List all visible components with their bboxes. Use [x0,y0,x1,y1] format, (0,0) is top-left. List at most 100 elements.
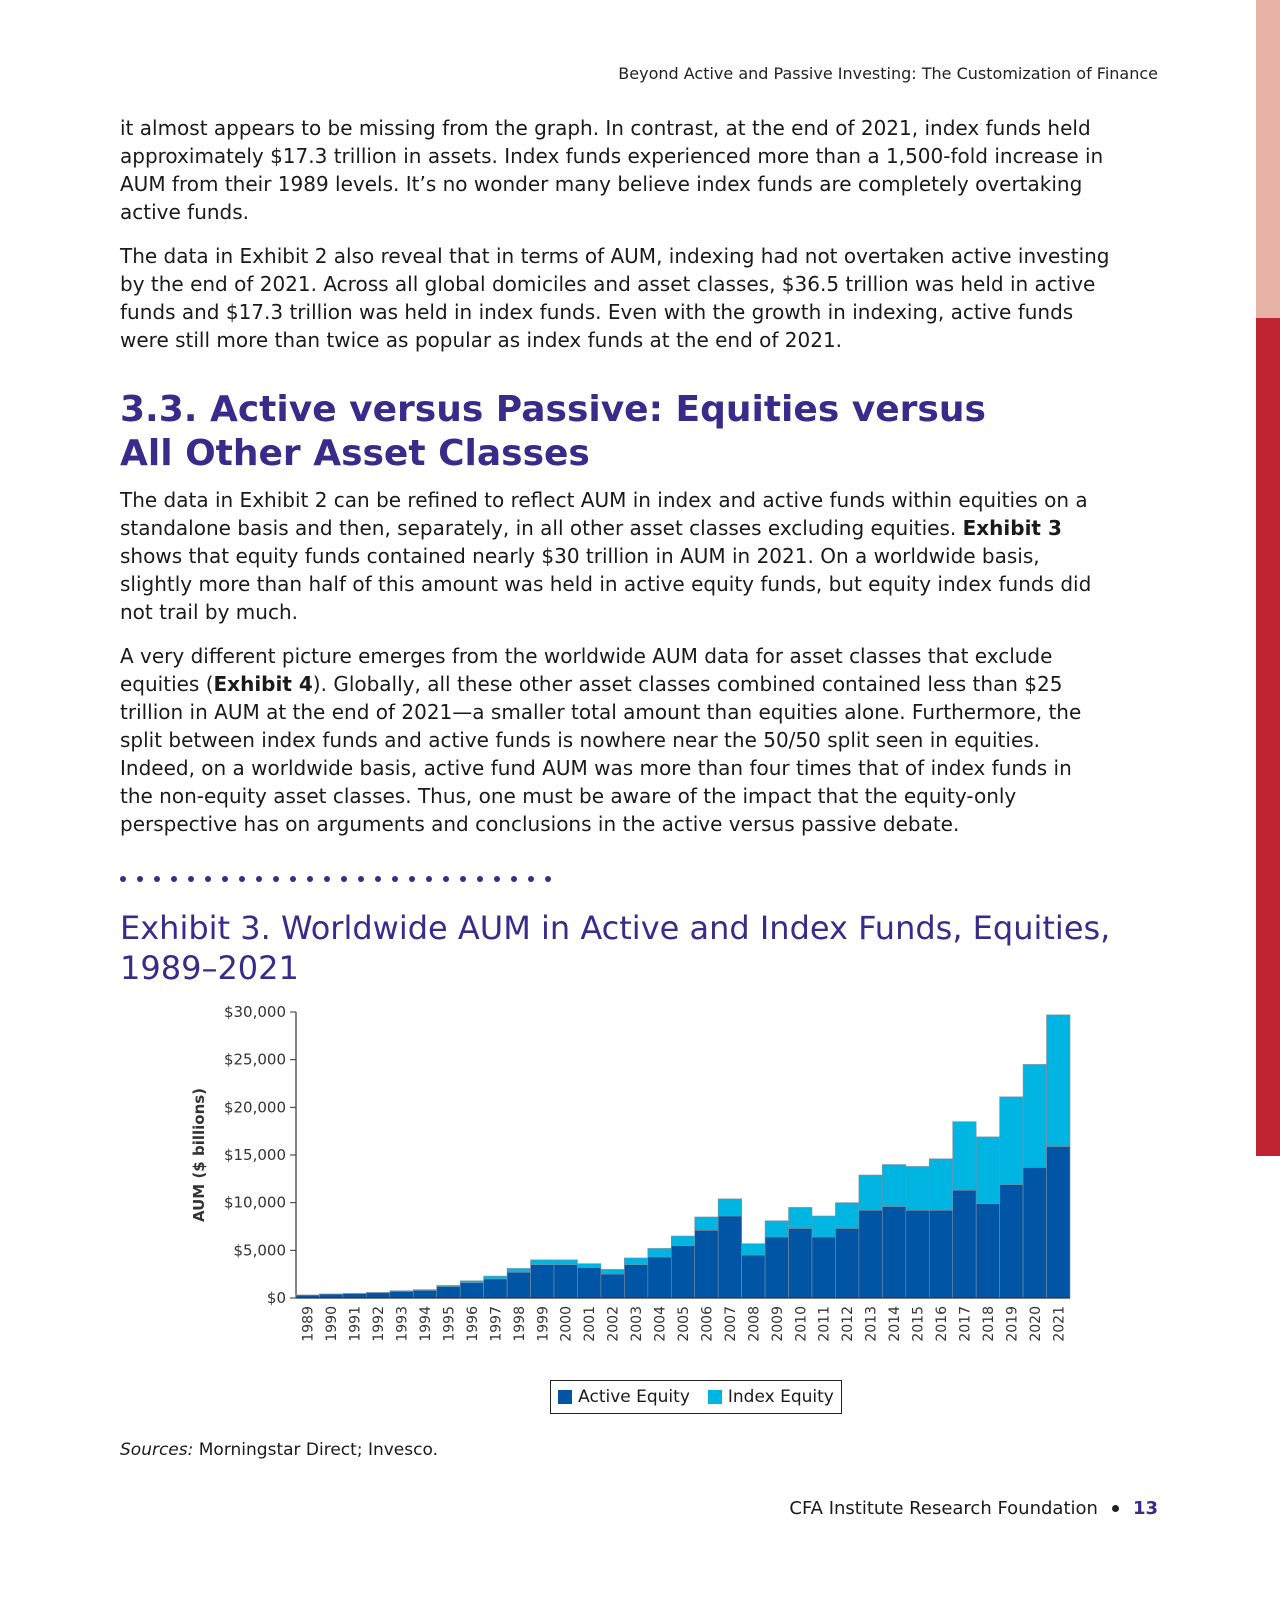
bar-index-equity [788,1207,813,1229]
bar-active-equity [811,1236,836,1299]
paragraph-3-text-a: The data in Exhibit 2 can be refined to … [120,488,1088,540]
divider-dot [137,876,143,882]
divider-dot [511,876,517,882]
bar-index-equity [412,1289,438,1291]
x-tick-label: 2013 [864,1306,880,1342]
bar-index-equity [600,1269,625,1275]
divider-dot [460,876,466,882]
source-text: Morningstar Direct; Invesco. [193,1440,438,1460]
x-tick-label: 2021 [1051,1306,1067,1342]
bar-active-equity [788,1228,813,1299]
bar-active-equity [952,1189,977,1299]
legend-label-index: Index Equity [727,1387,834,1407]
y-tick-label: $5,000 [234,1241,287,1259]
x-tick-label: 2010 [793,1306,809,1342]
bar-active-equity [975,1203,1000,1299]
divider-dot [171,876,177,882]
bar-active-equity [882,1206,907,1299]
bar-index-equity [483,1275,508,1280]
bar-index-equity [905,1166,930,1211]
bar-index-equity [741,1243,766,1256]
section-heading: 3.3. Active versus Passive: Equities ver… [120,388,1020,476]
divider-dot [205,876,211,882]
bar-active-equity [928,1209,954,1299]
divider-dot [239,876,245,882]
x-tick-label: 2015 [911,1306,927,1342]
x-tick-label: 2017 [957,1306,973,1342]
bar-index-equity [928,1158,954,1211]
x-tick-label: 2002 [606,1306,622,1342]
bar-index-equity [975,1136,1000,1204]
divider-dot [392,876,398,882]
x-tick-label: 1989 [301,1306,317,1342]
y-tick-label: $15,000 [224,1146,286,1164]
y-tick-label: $0 [267,1289,286,1307]
x-tick-label: 2008 [746,1306,762,1342]
legend-item-index: Index Equity [707,1387,834,1407]
x-tick-label: 2016 [934,1306,950,1342]
x-tick-label: 2011 [817,1306,833,1342]
paragraph-1: it almost appears to be missing from the… [120,116,1104,224]
divider-dot [324,876,330,882]
x-tick-label: 1999 [535,1306,551,1342]
divider-dot [358,876,364,882]
y-tick-label: $25,000 [224,1051,286,1069]
bar-index-equity [835,1202,860,1229]
exhibit-4-reference: Exhibit 4 [213,672,313,696]
x-tick-label: 2019 [1004,1306,1020,1342]
y-tick-label: $20,000 [224,1098,286,1116]
bar-active-equity [577,1267,602,1299]
bar-index-equity [553,1259,578,1265]
bar-index-equity [436,1285,461,1287]
legend-item-active: Active Equity [558,1387,690,1407]
bar-active-equity [506,1271,531,1299]
divider-dot [273,876,279,882]
bar-active-equity [412,1290,438,1299]
divider-dot [188,876,194,882]
x-tick-label: 1995 [441,1306,457,1342]
bar-index-equity [717,1198,742,1217]
bar-active-equity [530,1264,555,1299]
bar-index-equity [882,1164,907,1207]
bar-active-equity [858,1209,883,1299]
bar-active-equity [835,1228,860,1299]
divider-dot [307,876,313,882]
divider-dot [222,876,228,882]
x-tick-label: 1992 [371,1306,387,1342]
bar-active-equity [342,1293,367,1299]
paragraph-4: A very different picture emerges from th… [120,642,1110,838]
bar-index-equity [506,1268,531,1273]
bar-active-equity [764,1236,789,1299]
x-tick-label: 2000 [559,1306,575,1342]
page-footer: CFA Institute Research Foundation 13 [789,1498,1158,1519]
x-tick-label: 2012 [840,1306,856,1342]
bar-index-equity [647,1248,672,1258]
side-accent-red [1256,318,1280,1156]
side-accent-light [1256,0,1280,318]
bar-index-equity [999,1096,1024,1185]
divider-dot [477,876,483,882]
divider-dot [443,876,449,882]
x-tick-label: 2001 [582,1306,598,1342]
bar-active-equity [600,1273,625,1299]
bar-active-equity [741,1254,766,1299]
exhibit-3-reference: Exhibit 3 [962,516,1062,540]
divider-dot [154,876,160,882]
section-heading-line2: All Other Asset Classes [120,433,590,474]
exhibit-title: Exhibit 3. Worldwide AUM in Active and I… [120,909,1111,987]
paragraph-3-text-b: shows that equity funds contained nearly… [120,544,1092,624]
x-tick-label: 1993 [395,1306,411,1342]
bar-active-equity [694,1230,719,1299]
page-number: 13 [1132,1498,1158,1519]
x-tick-label: 1997 [488,1306,504,1342]
x-tick-label: 2005 [676,1306,692,1342]
bar-active-equity [436,1286,461,1299]
paragraph-4-text-b: ). Globally, all these other asset class… [120,672,1082,836]
x-tick-label: 1990 [324,1306,340,1342]
divider-dot [290,876,296,882]
bar-index-equity [624,1257,649,1265]
source-note: Sources: Morningstar Direct; Invesco. [120,1440,438,1460]
bar-index-equity [694,1216,719,1231]
bar-active-equity [999,1184,1024,1299]
bar-index-equity [1022,1064,1047,1168]
